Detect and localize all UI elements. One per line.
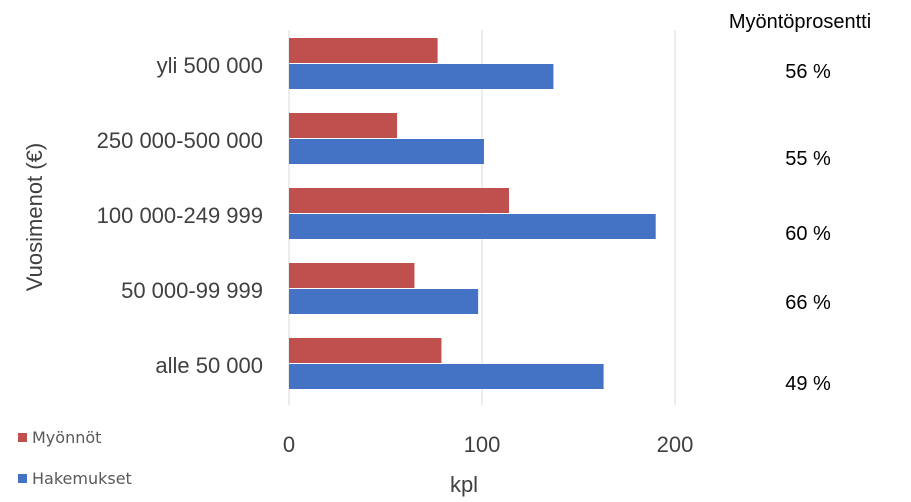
bar-hakemukset-2 (289, 214, 656, 239)
bar-hakemukset-0 (289, 64, 554, 89)
x-tick-label-2: 200 (657, 432, 694, 457)
legend-swatch-myonnot (18, 433, 27, 442)
annotation-1: 55 % (785, 148, 831, 170)
legend-swatch-hakemukset (18, 474, 27, 483)
annotation-0: 56 % (785, 61, 831, 83)
bar-hakemukset-4 (289, 364, 604, 389)
category-label-4: alle 50 000 (155, 353, 263, 378)
bar-myonnot-0 (289, 38, 438, 63)
bar-myonnot-3 (289, 263, 415, 288)
category-label-2: 100 000-249 999 (97, 203, 263, 228)
annotation-header: Myöntöprosentti (729, 11, 871, 33)
category-label-0: yli 500 000 (157, 53, 263, 78)
x-tick-label-1: 100 (464, 432, 501, 457)
legend: Myönnöt Hakemukset (18, 428, 132, 488)
x-tick-label-0: 0 (283, 432, 295, 457)
annotation-3: 66 % (785, 292, 831, 314)
bars (289, 38, 656, 389)
bar-myonnot-4 (289, 338, 442, 363)
category-labels: yli 500 000 250 000-500 000 100 000-249 99… (97, 53, 263, 378)
legend-label-hakemukset: Hakemukset (32, 469, 132, 488)
bar-myonnot-2 (289, 188, 510, 213)
legend-label-myonnot: Myönnöt (32, 428, 101, 447)
y-axis-label: Vuosimenot (€) (22, 143, 47, 291)
category-label-1: 250 000-500 000 (97, 128, 263, 153)
x-axis-label: kpl (450, 472, 478, 497)
percentage-annotations: 56 % 55 % 60 % 66 % 49 % (785, 61, 831, 395)
bar-myonnot-1 (289, 113, 398, 138)
bar-hakemukset-1 (289, 139, 484, 164)
x-tick-labels: 0 100 200 (283, 432, 693, 457)
bar-hakemukset-3 (289, 289, 479, 314)
annotation-4: 49 % (785, 373, 831, 395)
annotation-2: 60 % (785, 223, 831, 245)
category-label-3: 50 000-99 999 (121, 278, 263, 303)
